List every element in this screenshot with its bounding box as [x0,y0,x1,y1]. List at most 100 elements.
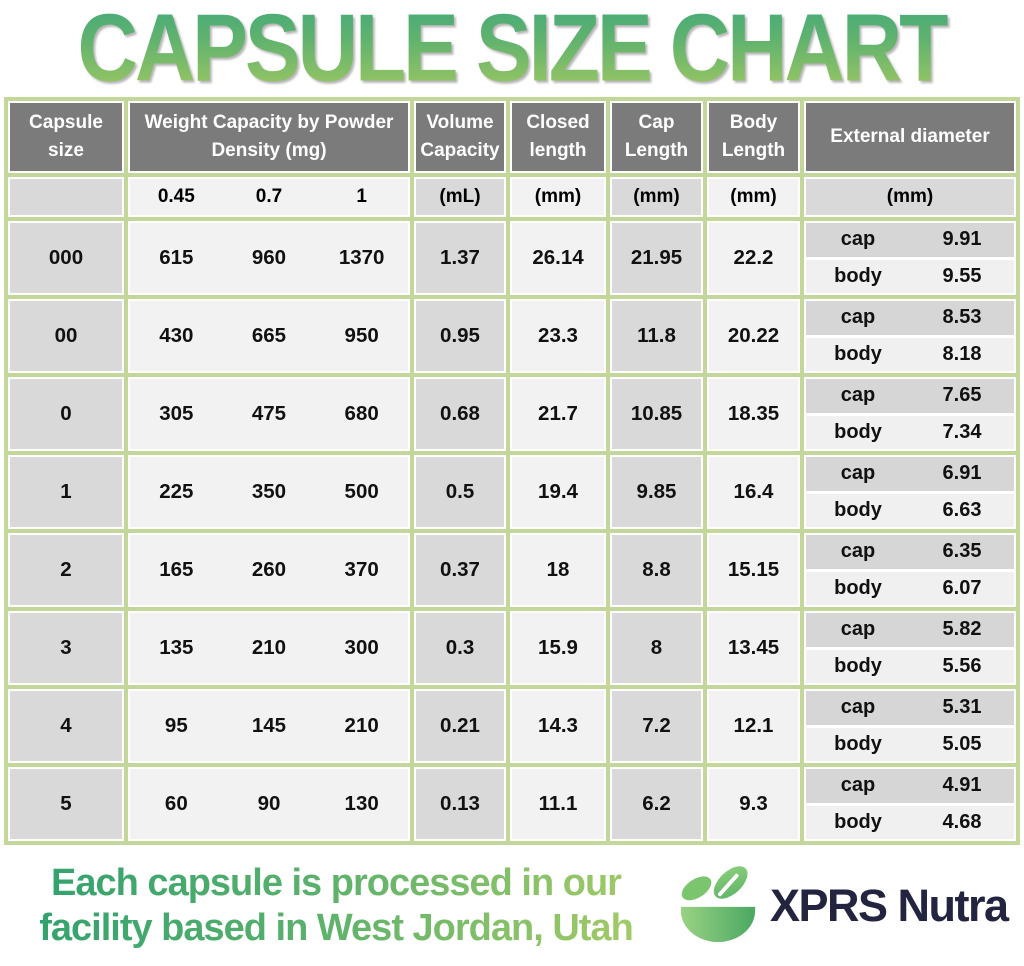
table-units-row: 0.45 0.7 1 (mL) (mm) (mm) (mm) (mm) [8,177,1016,217]
cap-diameter-value: 6.35 [942,540,982,563]
weight-07-value: 90 [257,792,281,815]
table-row: 0 305 475 680 0.68 21.7 10.85 18.35 cap … [8,377,1016,451]
density-1: 1 [356,186,367,207]
weight-1-value: 680 [344,402,379,425]
table-row: 2 165 260 370 0.37 18 8.8 15.15 cap 6.35… [8,533,1016,607]
weight-045-value: 135 [159,636,194,659]
units-empty-cell [8,177,124,217]
capsule-size-cell: 0 [8,377,124,451]
cap-diameter-value: 6.91 [942,462,982,485]
weight-capacity-cell: 165 260 370 [128,533,410,607]
footer: Each capsule is processed in our facilit… [0,845,1024,951]
closed-length-cell: 15.9 [510,611,606,685]
body-length-cell: 9.3 [707,767,800,841]
cap-diameter-value: 9.91 [942,228,982,251]
units-closed: (mm) [510,177,606,217]
header-body-length: Body Length [707,101,800,173]
external-body-row: body 9.55 [806,259,1014,293]
body-label: body [834,264,882,287]
body-label: body [834,732,882,755]
weight-07-value: 145 [251,714,287,737]
external-diameter-cell: cap 5.82 body 5.56 [804,611,1016,685]
external-diameter-cell: cap 5.31 body 5.05 [804,689,1016,763]
weight-045-value: 165 [159,558,194,581]
cap-diameter-value: 5.31 [942,696,982,719]
closed-length-cell: 14.3 [510,689,606,763]
page-title: CAPSULE SIZE CHART [77,0,950,103]
weight-045-value: 95 [164,714,188,737]
brand-logo: XPRS Nutra [674,862,1009,949]
table-row: 000 615 960 1370 1.37 26.14 21.95 22.2 c… [8,221,1016,295]
body-diameter-value: 6.63 [942,498,982,521]
external-diameter-cell: cap 7.65 body 7.34 [804,377,1016,451]
density-07: 0.7 [255,186,283,207]
cap-label: cap [840,228,876,251]
body-diameter-value: 5.56 [942,654,982,677]
cap-label: cap [840,696,876,719]
external-body-row: body 4.68 [806,805,1014,839]
header-cap-length: Cap Length [610,101,703,173]
body-label: body [834,420,882,443]
body-diameter-value: 6.07 [942,576,982,599]
weight-capacity-cell: 430 665 950 [128,299,410,373]
cap-label: cap [840,618,876,641]
weight-1-value: 1370 [338,246,385,269]
external-cap-row: cap 5.82 [806,613,1014,650]
weight-045-value: 430 [159,324,194,347]
closed-length-cell: 11.1 [510,767,606,841]
weight-07-value: 960 [251,246,287,269]
table-row: 3 135 210 300 0.3 15.9 8 13.45 cap 5.82 … [8,611,1016,685]
closed-length-cell: 18 [510,533,606,607]
body-label: body [834,810,882,833]
table-row: 1 225 350 500 0.5 19.4 9.85 16.4 cap 6.9… [8,455,1016,529]
page-header: CAPSULE SIZE CHART [0,0,1024,101]
cap-length-cell: 9.85 [610,455,703,529]
footer-tagline: Each capsule is processed in our facilit… [10,861,662,951]
cap-label: cap [840,462,876,485]
external-cap-row: cap 4.91 [806,769,1014,806]
capsule-size-cell: 000 [8,221,124,295]
capsule-size-cell: 2 [8,533,124,607]
density-045: 0.45 [157,186,195,207]
table-row: 5 60 90 130 0.13 11.1 6.2 9.3 cap 4.91 b… [8,767,1016,841]
cap-label: cap [840,306,876,329]
volume-capacity-cell: 0.68 [414,377,506,451]
table-row: 00 430 665 950 0.95 23.3 11.8 20.22 cap … [8,299,1016,373]
capsule-size-cell: 00 [8,299,124,373]
weight-1-value: 300 [344,636,379,659]
weight-07-value: 475 [251,402,287,425]
body-label: body [834,654,882,677]
header-capsule-size: Capsule size [8,101,124,173]
body-length-cell: 12.1 [707,689,800,763]
closed-length-cell: 21.7 [510,377,606,451]
brand-name: XPRS Nutra [770,879,1009,931]
external-diameter-cell: cap 6.91 body 6.63 [804,455,1016,529]
weight-07-value: 350 [251,480,287,503]
external-cap-row: cap 7.65 [806,379,1014,416]
external-body-row: body 8.18 [806,337,1014,371]
body-diameter-value: 7.34 [942,420,982,443]
weight-capacity-cell: 95 145 210 [128,689,410,763]
weight-1-value: 130 [344,792,379,815]
body-label: body [834,498,882,521]
external-cap-row: cap 8.53 [806,301,1014,338]
body-diameter-value: 8.18 [942,342,982,365]
weight-045-value: 60 [164,792,188,815]
external-cap-row: cap 6.35 [806,535,1014,572]
header-weight-capacity: Weight Capacity by Powder Density (mg) [128,101,410,173]
weight-045-value: 305 [159,402,194,425]
weight-capacity-cell: 60 90 130 [128,767,410,841]
external-diameter-cell: cap 9.91 body 9.55 [804,221,1016,295]
external-cap-row: cap 6.91 [806,457,1014,494]
weight-capacity-cell: 305 475 680 [128,377,410,451]
cap-diameter-value: 5.82 [942,618,982,641]
external-body-row: body 6.07 [806,571,1014,605]
body-length-cell: 22.2 [707,221,800,295]
cap-length-cell: 21.95 [610,221,703,295]
external-body-row: body 7.34 [806,415,1014,449]
external-diameter-cell: cap 4.91 body 4.68 [804,767,1016,841]
body-length-cell: 13.45 [707,611,800,685]
cap-diameter-value: 4.91 [942,774,982,797]
table-row: 4 95 145 210 0.21 14.3 7.2 12.1 cap 5.31… [8,689,1016,763]
header-volume-capacity: Volume Capacity [414,101,506,173]
